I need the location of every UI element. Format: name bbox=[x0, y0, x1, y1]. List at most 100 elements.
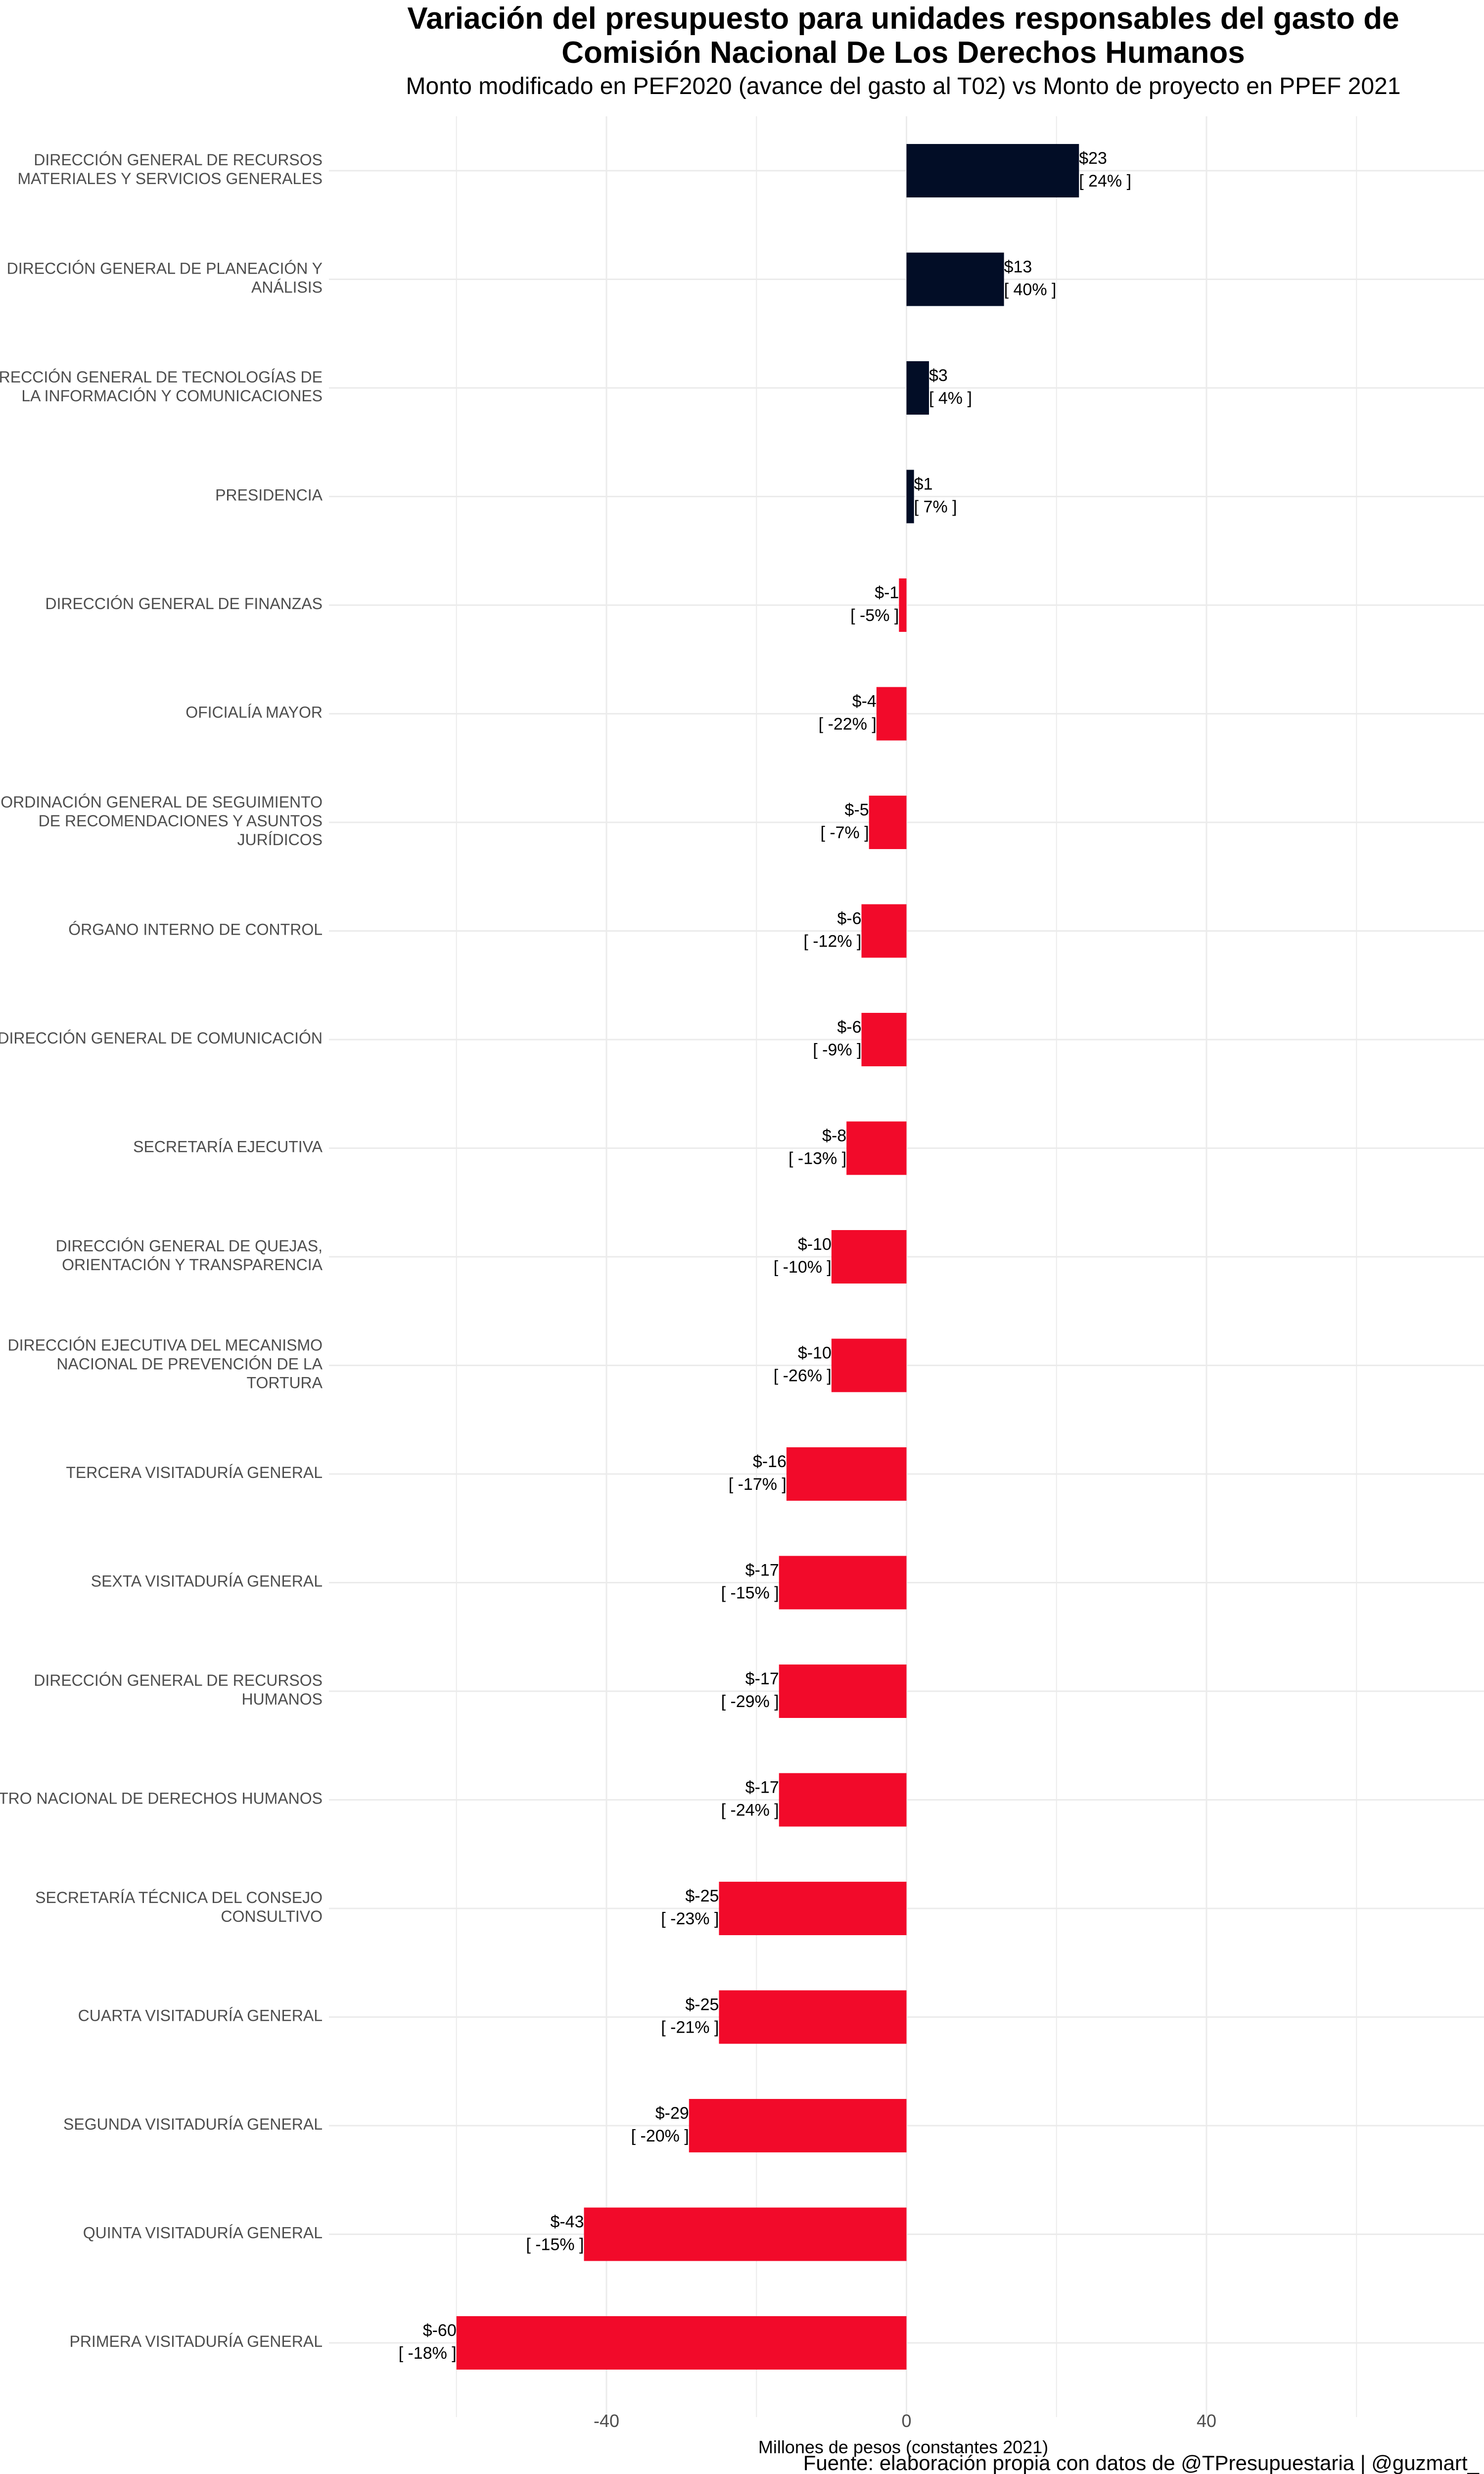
category-label-line: CONSULTIVO bbox=[221, 1907, 323, 1925]
category-label-line: DE RECOMENDACIONES Y ASUNTOS bbox=[39, 812, 323, 830]
bar bbox=[906, 361, 929, 415]
x-axis-title: Millones de pesos (constantes 2021) bbox=[758, 2437, 1048, 2457]
category-label: DIRECCIÓN EJECUTIVA DEL MECANISMO NACIONA… bbox=[7, 1336, 323, 1392]
category-label: DIRECCIÓN GENERAL DE FINANZAS bbox=[45, 595, 323, 613]
category-label-line: SEGUNDA VISITADURÍA GENERAL bbox=[63, 2115, 323, 2133]
category-label: DIRECCIÓN GENERAL DE RECURSOS HUMANOS bbox=[34, 1671, 323, 1708]
category-labels: DIRECCIÓN GENERAL DE RECURSOS MATERIALES … bbox=[0, 151, 323, 2350]
percent-label: [ 24% ] bbox=[1079, 172, 1131, 190]
category-label-line: QUINTA VISITADURÍA GENERAL bbox=[83, 2224, 323, 2242]
category-label-line: ANÁLISIS bbox=[251, 279, 323, 296]
percent-label: [ -18% ] bbox=[399, 2344, 457, 2363]
value-label: $-6 bbox=[837, 1018, 861, 1037]
percent-label: [ -24% ] bbox=[721, 1801, 779, 1820]
percent-label: [ -15% ] bbox=[721, 1584, 779, 1603]
bar bbox=[456, 2316, 907, 2370]
value-label: $-25 bbox=[685, 1996, 719, 2014]
category-label: DIRECCIÓN GENERAL DE TECNOLOGÍAS DE LA IN… bbox=[0, 368, 323, 405]
category-label-line: SECRETARÍA EJECUTIVA bbox=[133, 1138, 323, 1156]
bar bbox=[861, 1013, 907, 1066]
category-label-line: PRIMERA VISITADURÍA GENERAL bbox=[69, 2332, 323, 2350]
category-label: PRIMERA VISITADURÍA GENERAL bbox=[69, 2332, 323, 2350]
bar bbox=[719, 1990, 907, 2044]
value-label: $23 bbox=[1079, 149, 1107, 168]
value-label: $-16 bbox=[753, 1452, 787, 1471]
value-label: $-1 bbox=[875, 583, 899, 602]
bar bbox=[906, 252, 1004, 306]
percent-label: [ 40% ] bbox=[1004, 281, 1057, 299]
category-label: SECRETARÍA EJECUTIVA bbox=[133, 1138, 323, 1156]
percent-label: [ -26% ] bbox=[774, 1367, 832, 1385]
percent-label: [ -21% ] bbox=[661, 2018, 719, 2037]
value-label: $-29 bbox=[655, 2104, 689, 2123]
category-label: DIRECCIÓN GENERAL DE COMUNICACIÓN bbox=[0, 1029, 323, 1047]
value-label: $-5 bbox=[845, 801, 869, 819]
category-label: TERCERA VISITADURÍA GENERAL bbox=[66, 1464, 323, 1481]
bar bbox=[846, 1121, 907, 1175]
category-label-line: NACIONAL DE PREVENCIÓN DE LA bbox=[56, 1355, 323, 1373]
data-labels: $23 [ 24% ] $13 [ 40% ] $3 [ 4% ] $1 [ 7% ] $-1 [… bbox=[399, 149, 1131, 2363]
category-label-line: MATERIALES Y SERVICIOS GENERALES bbox=[17, 170, 323, 188]
category-label-line: DIRECCIÓN EJECUTIVA DEL MECANISMO bbox=[7, 1336, 323, 1354]
chart-title-line-2: Comisión Nacional De Los Derechos Humano… bbox=[561, 36, 1245, 70]
value-label: $1 bbox=[914, 475, 933, 494]
category-label-line: DIRECCIÓN GENERAL DE FINANZAS bbox=[45, 595, 323, 613]
category-label: DIRECCIÓN GENERAL DE RECURSOS MATERIALES … bbox=[17, 151, 323, 188]
value-label: $-6 bbox=[837, 909, 861, 928]
category-label: DIRECCIÓN GENERAL DE PLANEACIÓN Y ANÁLISI… bbox=[7, 260, 323, 296]
percent-label: [ -5% ] bbox=[850, 606, 899, 625]
percent-label: [ -12% ] bbox=[803, 932, 861, 951]
percent-label: [ -22% ] bbox=[819, 715, 877, 734]
percent-label: [ -15% ] bbox=[526, 2236, 584, 2254]
bar bbox=[786, 1447, 907, 1501]
category-label: QUINTA VISITADURÍA GENERAL bbox=[83, 2224, 323, 2242]
chart-titles: Variación del presupuesto para unidades … bbox=[406, 1, 1401, 99]
category-label-line: TERCERA VISITADURÍA GENERAL bbox=[66, 1464, 323, 1481]
value-label: $13 bbox=[1004, 258, 1032, 277]
bar bbox=[719, 1882, 907, 1935]
bars bbox=[456, 144, 1079, 2370]
bar bbox=[779, 1665, 907, 1718]
bar bbox=[689, 2099, 907, 2152]
x-tick-label: 0 bbox=[901, 2411, 911, 2431]
category-label: COORDINACIÓN GENERAL DE SEGUIMIENTO DE RE… bbox=[0, 793, 323, 849]
category-label: SECRETARÍA TÉCNICA DEL CONSEJO CONSULTIVO bbox=[35, 1889, 323, 1925]
percent-label: [ -7% ] bbox=[820, 823, 869, 842]
category-label-line: SECRETARÍA TÉCNICA DEL CONSEJO bbox=[35, 1889, 323, 1906]
category-label-line: LA INFORMACIÓN Y COMUNICACIONES bbox=[21, 387, 323, 405]
bar bbox=[831, 1338, 907, 1392]
x-tick-label: -40 bbox=[594, 2411, 619, 2431]
bar bbox=[861, 904, 907, 958]
percent-label: [ -10% ] bbox=[774, 1258, 832, 1277]
x-tick-label: 40 bbox=[1197, 2411, 1216, 2431]
category-label: CENTRO NACIONAL DE DERECHOS HUMANOS bbox=[0, 1790, 323, 1808]
category-label-line: DIRECCIÓN GENERAL DE TECNOLOGÍAS DE bbox=[0, 368, 323, 386]
category-label: OFICIALÍA MAYOR bbox=[186, 704, 323, 721]
chart-title-line-1: Variación del presupuesto para unidades … bbox=[407, 1, 1399, 36]
value-label: $-8 bbox=[822, 1127, 846, 1145]
category-label-line: HUMANOS bbox=[241, 1690, 323, 1708]
percent-label: [ -17% ] bbox=[729, 1475, 787, 1494]
category-label: DIRECCIÓN GENERAL DE QUEJAS, ORIENTACIÓN … bbox=[56, 1237, 323, 1274]
bar bbox=[906, 470, 914, 523]
category-label-line: CUARTA VISITADURÍA GENERAL bbox=[78, 2007, 323, 2025]
percent-label: [ -20% ] bbox=[631, 2127, 689, 2145]
category-label-line: DIRECCIÓN GENERAL DE QUEJAS, bbox=[56, 1237, 323, 1255]
value-label: $3 bbox=[929, 366, 948, 385]
bar bbox=[779, 1773, 907, 1827]
bar bbox=[906, 144, 1079, 197]
chart-caption: Fuente: elaboración propia con datos de … bbox=[803, 2451, 1480, 2474]
category-label-line: DIRECCIÓN GENERAL DE PLANEACIÓN Y bbox=[7, 260, 323, 278]
bar bbox=[899, 578, 907, 632]
category-label: PRESIDENCIA bbox=[215, 486, 323, 504]
category-label-line: ÓRGANO INTERNO DE CONTROL bbox=[68, 921, 323, 939]
percent-label: [ 7% ] bbox=[914, 498, 957, 517]
percent-label: [ -23% ] bbox=[661, 1909, 719, 1928]
bar bbox=[779, 1556, 907, 1610]
value-label: $-60 bbox=[423, 2321, 457, 2340]
category-label-line: CENTRO NACIONAL DE DERECHOS HUMANOS bbox=[0, 1790, 323, 1808]
category-label: ÓRGANO INTERNO DE CONTROL bbox=[68, 921, 323, 939]
value-label: $-17 bbox=[745, 1561, 779, 1580]
